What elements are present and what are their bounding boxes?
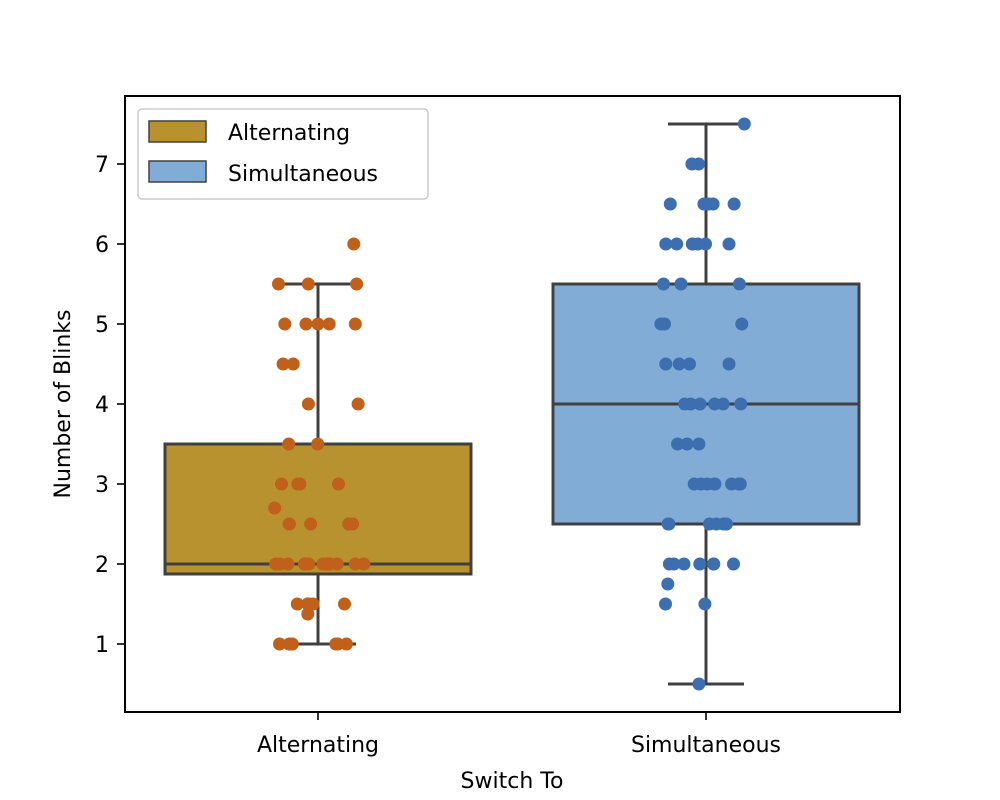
- data-point-simultaneous-30: [678, 397, 692, 411]
- data-point-simultaneous-2: [692, 157, 706, 171]
- data-point-alternating-45: [301, 607, 315, 621]
- data-point-simultaneous-58: [692, 677, 706, 691]
- data-point-simultaneous-28: [693, 397, 707, 411]
- data-point-alternating-43: [338, 597, 351, 611]
- data-point-alternating-35: [298, 557, 312, 571]
- data-point-alternating-3: [301, 277, 315, 291]
- data-point-simultaneous-52: [727, 557, 740, 571]
- data-point-simultaneous-41: [700, 477, 714, 491]
- data-point-simultaneous-20: [658, 317, 671, 331]
- data-point-simultaneous-47: [661, 517, 675, 531]
- data-point-alternating-50: [285, 637, 299, 651]
- data-point-simultaneous-56: [659, 597, 672, 611]
- x-axis-title: Switch To: [461, 769, 564, 794]
- x-tick-label-alternating: Alternating: [257, 733, 379, 758]
- data-point-simultaneous-31: [680, 437, 694, 451]
- data-point-alternating-13: [282, 437, 296, 451]
- data-point-alternating-19: [293, 477, 307, 491]
- data-point-alternating-25: [282, 517, 296, 531]
- y-axis-title: Number of Blinks: [51, 309, 76, 498]
- box-alternating: [163, 442, 473, 576]
- data-point-simultaneous-15: [657, 277, 670, 291]
- data-point-simultaneous-25: [734, 397, 748, 411]
- data-point-alternating-37: [320, 557, 334, 571]
- data-point-alternating-20: [268, 501, 282, 515]
- data-point-alternating-4: [348, 317, 362, 331]
- data-point-alternating-39: [290, 597, 304, 611]
- data-point-alternating-6: [299, 317, 313, 331]
- data-point-simultaneous-13: [686, 237, 699, 251]
- data-point-simultaneous-16: [732, 277, 746, 291]
- data-point-simultaneous-21: [683, 357, 696, 371]
- legend-swatch-alternating: [148, 120, 207, 143]
- data-point-simultaneous-40: [732, 477, 746, 491]
- y-tick-label-3: 3: [95, 473, 109, 498]
- data-point-alternating-1: [350, 277, 364, 291]
- data-point-alternating-49: [273, 637, 286, 651]
- data-point-simultaneous-33: [671, 437, 685, 451]
- data-point-simultaneous-44: [703, 517, 716, 531]
- data-point-alternating-14: [311, 437, 325, 451]
- data-point-simultaneous-18: [735, 317, 749, 331]
- data-point-alternating-31: [281, 557, 295, 571]
- y-tick-label-7: 7: [95, 153, 109, 178]
- legend-swatch-simultaneous: [148, 160, 207, 183]
- y-tick-label-2: 2: [95, 553, 109, 578]
- data-point-alternating-10: [276, 357, 290, 371]
- data-point-alternating-0: [347, 237, 361, 251]
- data-point-simultaneous-55: [661, 577, 675, 591]
- legend-label-simultaneous: Simultaneous: [228, 162, 378, 187]
- legend-frame: [137, 108, 429, 200]
- data-point-alternating-8: [322, 317, 336, 331]
- data-point-alternating-11: [351, 397, 365, 411]
- data-point-simultaneous-8: [722, 237, 736, 251]
- data-point-simultaneous-14: [670, 237, 684, 251]
- data-point-simultaneous-57: [698, 597, 712, 611]
- y-tick-label-5: 5: [95, 313, 109, 338]
- data-point-simultaneous-49: [667, 557, 681, 571]
- data-point-simultaneous-22: [672, 357, 686, 371]
- data-point-simultaneous-32: [692, 437, 706, 451]
- data-point-simultaneous-17: [674, 277, 688, 291]
- data-point-simultaneous-23: [659, 357, 673, 371]
- data-point-simultaneous-0: [737, 117, 751, 131]
- data-point-simultaneous-51: [677, 557, 691, 571]
- data-point-simultaneous-27: [708, 397, 722, 411]
- data-point-simultaneous-53: [693, 557, 707, 571]
- data-point-simultaneous-54: [707, 557, 721, 571]
- data-point-simultaneous-46: [719, 517, 733, 531]
- data-point-alternating-9: [286, 357, 300, 371]
- y-tick-label-1: 1: [95, 633, 109, 658]
- data-point-alternating-33: [269, 557, 283, 571]
- y-tick-label-4: 4: [95, 393, 109, 418]
- plot-area: 1 2 3 4 5 6 7 Alternating Simultaneous: [95, 95, 901, 758]
- legend: Alternating Simultaneous: [137, 108, 429, 200]
- data-point-alternating-52: [339, 637, 353, 651]
- data-point-alternating-23: [342, 517, 356, 531]
- data-point-alternating-12: [301, 397, 315, 411]
- x-tick-label-simultaneous: Simultaneous: [631, 733, 781, 758]
- data-point-simultaneous-24: [722, 357, 736, 371]
- data-point-alternating-24: [304, 517, 318, 531]
- data-point-alternating-38: [348, 557, 362, 571]
- data-point-alternating-16: [275, 477, 288, 491]
- data-point-simultaneous-7: [706, 197, 720, 211]
- legend-label-alternating: Alternating: [228, 121, 350, 146]
- data-point-alternating-17: [332, 477, 345, 491]
- y-tick-label-6: 6: [95, 233, 109, 258]
- data-point-simultaneous-3: [663, 197, 677, 211]
- data-point-simultaneous-11: [699, 237, 712, 251]
- data-point-simultaneous-6: [727, 197, 741, 211]
- data-point-alternating-7: [311, 317, 325, 331]
- data-point-simultaneous-10: [659, 237, 673, 251]
- data-point-alternating-5: [278, 317, 292, 331]
- data-point-alternating-44: [302, 597, 316, 611]
- data-point-alternating-2: [272, 277, 285, 291]
